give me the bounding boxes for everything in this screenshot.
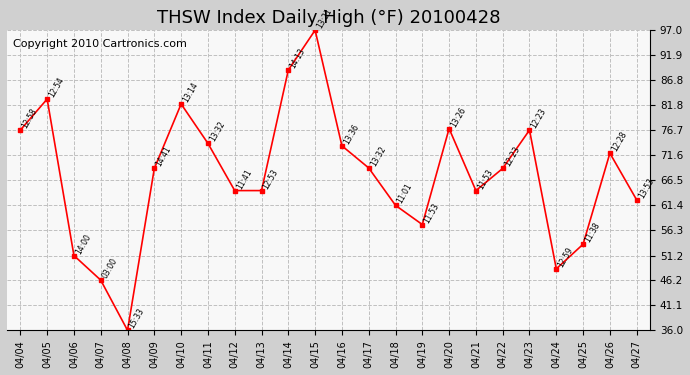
- Text: 12:23: 12:23: [503, 145, 522, 168]
- Text: 13:26: 13:26: [449, 105, 468, 129]
- Text: 12:58: 12:58: [20, 107, 39, 130]
- Text: 12:53: 12:53: [262, 167, 280, 190]
- Text: 11:41: 11:41: [235, 167, 253, 190]
- Text: 13:32: 13:32: [208, 120, 226, 143]
- Text: 14:41: 14:41: [155, 145, 173, 168]
- Text: 13:14: 13:14: [181, 81, 200, 104]
- Text: 12:23: 12:23: [529, 107, 548, 130]
- Text: 14:13: 14:13: [288, 47, 307, 70]
- Text: 15:33: 15:33: [128, 307, 146, 330]
- Text: 13:53: 13:53: [637, 177, 656, 200]
- Text: 11:53: 11:53: [476, 167, 495, 190]
- Text: Copyright 2010 Cartronics.com: Copyright 2010 Cartronics.com: [13, 39, 187, 49]
- Text: 14:00: 14:00: [74, 232, 92, 255]
- Text: 13:32: 13:32: [368, 145, 387, 168]
- Text: 11:38: 11:38: [583, 221, 602, 244]
- Text: 12:54: 12:54: [47, 76, 66, 99]
- Text: 13:21: 13:21: [315, 7, 334, 30]
- Text: 12:59: 12:59: [556, 246, 575, 269]
- Text: 12:28: 12:28: [610, 130, 629, 153]
- Text: 11:01: 11:01: [395, 182, 414, 206]
- Text: 11:53: 11:53: [422, 201, 441, 225]
- Text: 13:36: 13:36: [342, 122, 361, 146]
- Title: THSW Index Daily High (°F) 20100428: THSW Index Daily High (°F) 20100428: [157, 9, 500, 27]
- Text: 03:00: 03:00: [101, 256, 119, 280]
